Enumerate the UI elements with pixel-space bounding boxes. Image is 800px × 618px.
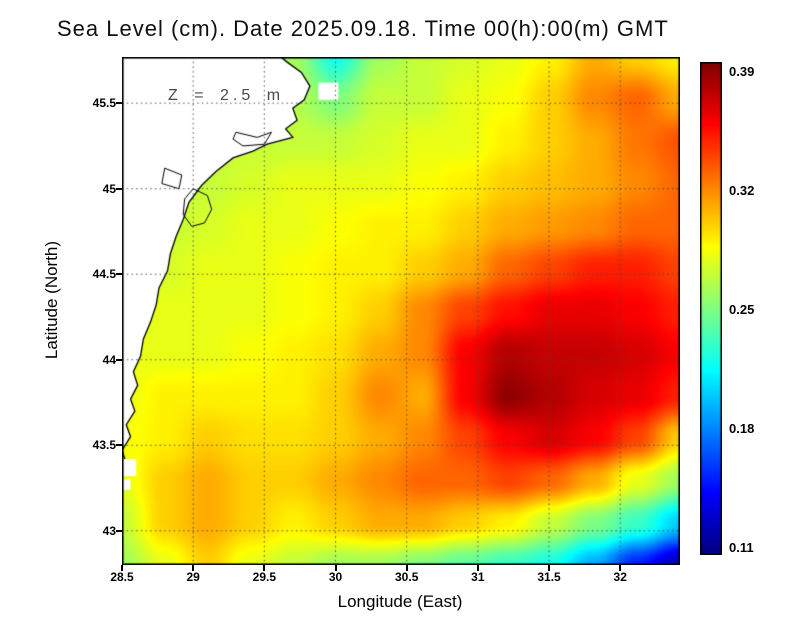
y-tick-label: 43 (102, 523, 116, 538)
x-tick-label: 28.5 (110, 570, 134, 584)
y-tick-label: 45.5 (92, 96, 116, 111)
colorbar-tick-label: 0.39 (729, 63, 755, 79)
x-tick-mark (334, 565, 337, 571)
x-tick-label: 31.5 (537, 570, 561, 584)
chart-title: Sea Level (cm). Date 2025.09.18. Time 00… (57, 16, 669, 41)
y-tick-mark (116, 273, 122, 276)
y-tick-mark (116, 444, 122, 447)
y-tick-label: 44.5 (92, 267, 116, 282)
x-tick-label: 29.5 (252, 570, 277, 584)
y-tick-label: 45 (102, 181, 116, 196)
x-tick-mark (192, 565, 195, 571)
y-tick-label: 44 (102, 352, 116, 367)
x-tick-mark (263, 565, 266, 571)
x-tick-label: 29 (186, 570, 200, 584)
colorbar-tick-label: 0.11 (729, 539, 754, 555)
y-axis-title: Latitude (North) (42, 240, 61, 360)
x-tick-label: 31 (471, 570, 485, 584)
x-tick-mark (476, 565, 479, 571)
colorbar-tick-label: 0.18 (729, 420, 755, 436)
x-tick-mark (619, 565, 622, 571)
x-tick-mark (121, 565, 123, 571)
colorbar-tick-label: 0.25 (729, 301, 755, 317)
plot-area: Z = 2.5 m (122, 57, 680, 565)
y-tick-mark (116, 529, 122, 532)
x-tick-mark (548, 565, 551, 571)
y-tick-mark (116, 187, 122, 190)
x-tick-mark (405, 565, 408, 571)
depth-annotation: Z = 2.5 m (168, 87, 285, 104)
colorbar-tick-label: 0.32 (729, 182, 755, 198)
x-tick-label: 30 (328, 570, 343, 584)
x-axis-title: Longitude (East) (337, 592, 463, 611)
y-tick-mark (116, 102, 122, 105)
colorbar (700, 62, 722, 555)
x-tick-label: 30.5 (395, 570, 419, 584)
y-tick-label: 43.5 (92, 438, 116, 453)
y-tick-mark (116, 358, 122, 361)
x-tick-label: 32 (613, 570, 627, 584)
heatmap-canvas (122, 57, 680, 565)
